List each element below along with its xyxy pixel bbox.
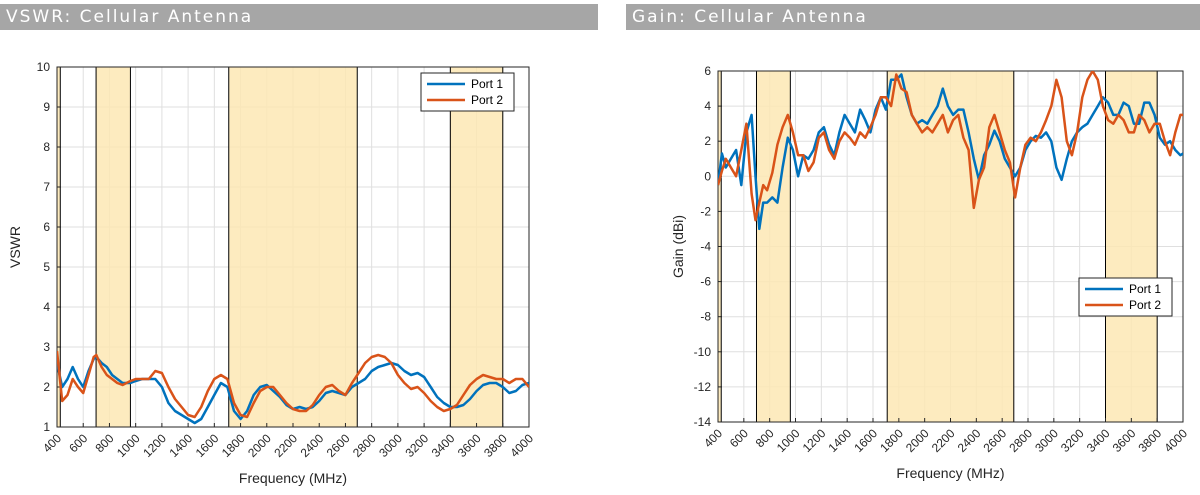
x-tick-label: 2000	[245, 431, 274, 460]
y-tick-label: 10	[37, 60, 51, 74]
y-tick-label: -12	[694, 380, 712, 394]
x-tick-label: 1600	[193, 431, 222, 460]
x-tick-label: 3200	[1058, 426, 1087, 455]
frequency-band	[755, 70, 791, 423]
x-tick-label: 3400	[1084, 426, 1113, 455]
x-tick-label: 1000	[774, 426, 803, 455]
legend-box	[1078, 277, 1173, 317]
y-tick-label: 2	[43, 380, 50, 394]
x-tick-label: 4000	[507, 431, 536, 460]
y-tick-label: 5	[43, 260, 50, 274]
series-line-port-2	[57, 350, 529, 419]
x-tick-label: 3000	[376, 431, 405, 460]
x-tick-label: 3400	[429, 431, 458, 460]
series-line-port-1	[718, 73, 1183, 231]
x-tick-label: 600	[727, 426, 751, 450]
x-tick-label: 1000	[114, 431, 143, 460]
y-tick-label: -8	[700, 310, 711, 324]
x-tick-label: 2600	[981, 426, 1010, 455]
gain-chart-header: Gain: Cellular Antenna	[626, 4, 1200, 30]
x-tick-label: 1400	[166, 431, 195, 460]
x-tick-label: 3600	[1110, 426, 1139, 455]
y-tick-label: -4	[700, 240, 711, 254]
x-axis-label: Frequency (MHz)	[239, 470, 347, 486]
y-tick-label: 6	[43, 220, 50, 234]
y-tick-label: -6	[700, 275, 711, 289]
y-tick-label: 3	[43, 340, 50, 354]
y-tick-label: 8	[43, 140, 50, 154]
y-tick-label: 7	[43, 180, 50, 194]
x-tick-label: 2400	[298, 431, 327, 460]
x-tick-label: 2200	[929, 426, 958, 455]
x-tick-label: 3000	[1032, 426, 1061, 455]
y-tick-label: 1	[43, 420, 50, 434]
vswr-chart: 1 2 3 4 5 6 7 8 9 10 400 600 80010001200140016001800…	[7, 60, 536, 486]
x-tick-label: 3600	[455, 431, 484, 460]
x-tick-label: 3200	[402, 431, 431, 460]
series-line-port-1	[57, 355, 529, 425]
legend-label-port-2: Port 2	[471, 93, 503, 107]
legend-label-port-2: Port 2	[1129, 298, 1161, 312]
x-tick-label: 2600	[324, 431, 353, 460]
y-tick-label: -2	[700, 204, 711, 218]
vswr-chart-header: VSWR: Cellular Antenna	[0, 4, 598, 30]
x-tick-label: 1200	[140, 431, 169, 460]
x-tick-label: 600	[66, 431, 90, 455]
y-tick-label: -14	[694, 415, 712, 429]
legend-box	[420, 72, 515, 112]
y-tick-label: 0	[704, 169, 711, 183]
frequency-band	[449, 66, 504, 428]
x-tick-label: 2800	[1006, 426, 1035, 455]
y-tick-label: -10	[694, 345, 712, 359]
x-tick-label: 2800	[350, 431, 379, 460]
x-tick-label: 2400	[955, 426, 984, 455]
frequency-band	[228, 66, 358, 428]
y-axis-label: VSWR	[7, 226, 23, 268]
y-tick-label: 6	[704, 64, 711, 78]
y-axis-label: Gain (dBi)	[670, 215, 686, 278]
series-line-port-2	[718, 71, 1183, 222]
x-tick-label: 3800	[1136, 426, 1165, 455]
x-tick-label: 1600	[851, 426, 880, 455]
x-tick-label: 4000	[1161, 426, 1190, 455]
y-tick-label: 2	[704, 134, 711, 148]
x-tick-label: 1800	[877, 426, 906, 455]
gain-chart: -14 -12 -10 -8 -6 -4 -2 0 2 4 6 400 600 8001000120014…	[670, 64, 1190, 481]
y-tick-label: 9	[43, 100, 50, 114]
legend-label-port-1: Port 1	[1129, 282, 1161, 296]
x-tick-label: 800	[93, 431, 117, 455]
frequency-band	[95, 66, 131, 428]
x-tick-label: 800	[753, 426, 777, 450]
x-tick-label: 2200	[271, 431, 300, 460]
x-axis-label: Frequency (MHz)	[896, 465, 1004, 481]
x-tick-label: 1400	[826, 426, 855, 455]
x-tick-label: 400	[701, 426, 725, 450]
y-tick-label: 4	[43, 300, 50, 314]
x-tick-label: 400	[40, 431, 64, 455]
y-tick-label: 4	[704, 99, 711, 113]
legend-label-port-1: Port 1	[471, 77, 503, 91]
x-tick-label: 1200	[800, 426, 829, 455]
x-tick-label: 2000	[903, 426, 932, 455]
frequency-band	[886, 70, 1015, 423]
x-tick-label: 3800	[481, 431, 510, 460]
x-tick-label: 1800	[219, 431, 248, 460]
